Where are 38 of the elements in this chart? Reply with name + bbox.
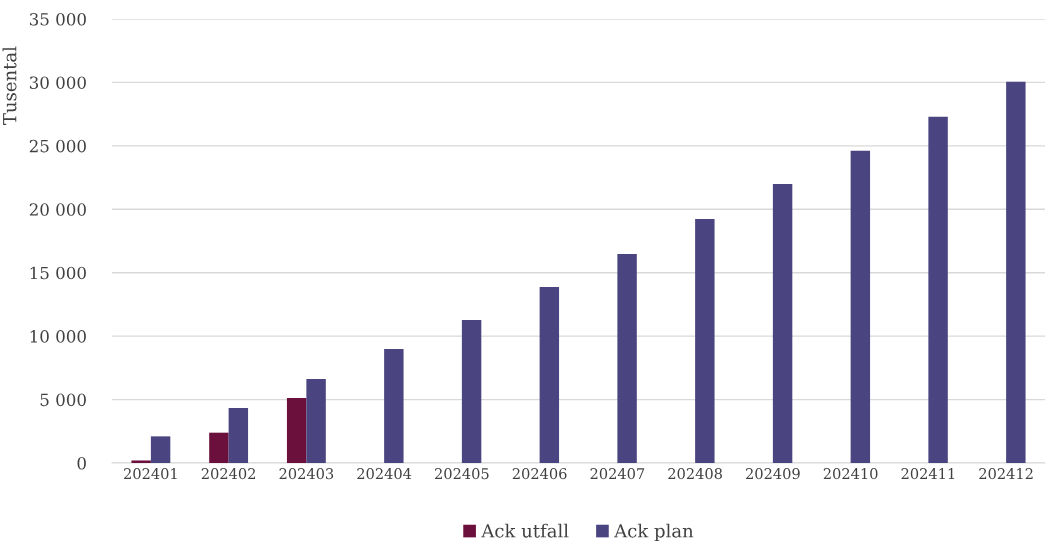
bar [384,348,404,463]
x-tick-label: 202406 [512,468,567,480]
bar [150,436,171,463]
legend-label: Ack plan [614,523,694,542]
x-tick-label: 202411 [901,468,955,480]
x-tick-label: 202408 [668,468,722,480]
bar [286,397,307,463]
x-tick-label: 202409 [746,468,800,480]
bar [131,460,151,463]
bar [209,432,229,463]
y-tick-label: 35 000 [29,12,86,26]
x-tick-label: 202412 [979,468,1033,480]
y-tick-label: 10 000 [30,330,86,343]
bar [695,218,715,463]
bar [928,116,948,463]
bar [1006,81,1026,463]
x-tick-label: 202410 [823,468,878,480]
y-tick-label: 5 000 [40,393,86,407]
y-tick-label: 0 [77,456,86,470]
x-tick-label: 202403 [279,468,334,480]
bar [461,319,482,463]
x-tick-label: 202404 [357,468,412,480]
y-tick-label: 30 000 [29,76,86,89]
bar [228,407,249,463]
bar [617,253,637,463]
legend-label: Ack utfall [481,523,569,538]
x-tick-label: 202407 [590,468,645,480]
x-tick-label: 202405 [435,468,489,480]
y-tick-label: 20 000 [29,203,86,216]
x-tick-label: 202402 [201,468,256,480]
y-tick-label: 15 000 [30,266,86,280]
bar [850,150,871,463]
bar [306,379,326,463]
y-axis-title: Tusental [2,46,17,125]
bar [772,183,793,463]
y-tick-label: 25 000 [29,139,86,153]
bar [539,286,560,463]
x-tick-label: 202401 [124,468,177,480]
